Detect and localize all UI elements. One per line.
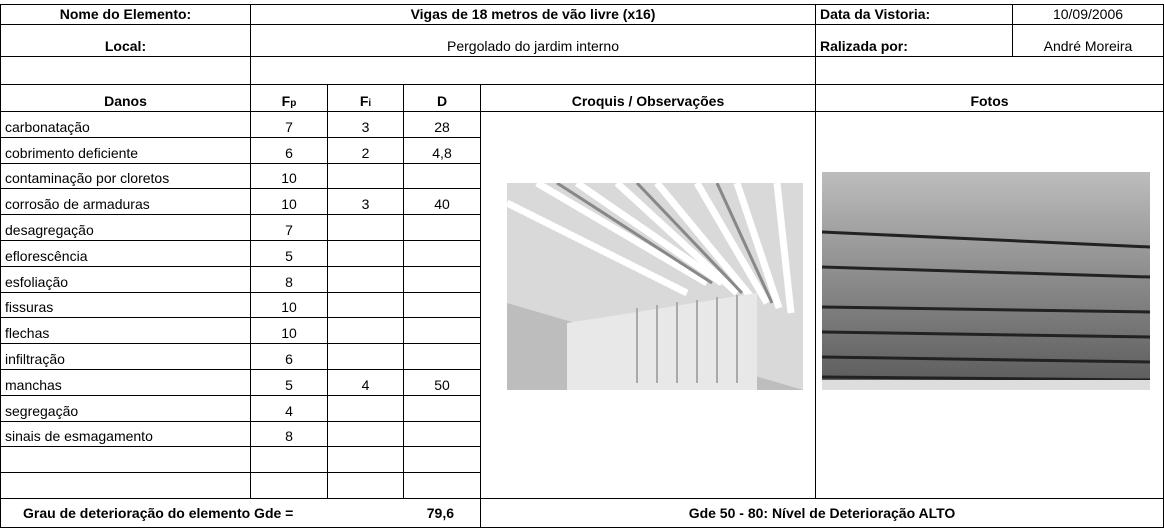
value (250, 446, 328, 473)
value: 4 (250, 395, 328, 422)
value (327, 343, 404, 370)
value (403, 266, 481, 293)
value: 6 (250, 137, 328, 164)
value: 3 (327, 111, 404, 138)
damage-name: esfoliação (0, 266, 251, 293)
value (327, 163, 404, 189)
value (403, 317, 481, 344)
gde-value: 79,6 (426, 505, 454, 521)
value: 10 (250, 292, 328, 318)
label: Nome do Elemento: (0, 4, 251, 25)
value (327, 395, 404, 422)
value: 40 (403, 188, 481, 215)
value (403, 163, 481, 189)
value (403, 395, 481, 422)
value (327, 421, 404, 447)
damage-name (0, 446, 251, 473)
damage-name: cobrimento deficiente (0, 137, 251, 164)
value (327, 446, 404, 473)
damage-name: infiltração (0, 343, 251, 370)
gde-row: Grau de deterioração do elemento Gde = 79… (0, 498, 481, 528)
damage-name: corrosão de armaduras (0, 188, 251, 215)
value: 8 (250, 266, 328, 293)
value: 10 (250, 163, 328, 189)
subscript: i (368, 98, 372, 109)
value (403, 421, 481, 447)
damage-name (0, 472, 251, 499)
value: 6 (250, 343, 328, 370)
damage-name: sinais de esmagamento (0, 421, 251, 447)
level: Gde 50 - 80: Nível de Deterioração ALTO (480, 498, 1164, 528)
damage-name: carbonatação (0, 111, 251, 138)
empty-cell (250, 56, 816, 85)
damage-name: fissuras (0, 292, 251, 318)
value: André Moreira (1012, 24, 1164, 57)
label: Data da Vistoria: (815, 4, 1013, 25)
damage-name: flechas (0, 317, 251, 344)
value (403, 446, 481, 473)
value (250, 472, 328, 499)
value: Vigas de 18 metros de vão livre (x16) (250, 4, 816, 25)
value (327, 317, 404, 344)
value: 4 (327, 369, 404, 396)
value: Pergolado do jardim interno (250, 24, 816, 57)
value (327, 292, 404, 318)
value: 7 (250, 111, 328, 138)
value: 28 (403, 111, 481, 138)
value (403, 240, 481, 267)
column-header: D (403, 84, 481, 112)
value (403, 214, 481, 241)
empty-cell (815, 56, 1164, 85)
empty-cell (0, 56, 251, 85)
value: 10/09/2006 (1012, 4, 1164, 25)
sketch-image (507, 183, 803, 390)
value: 3 (327, 188, 404, 215)
column-header: Croquis / Observações (480, 84, 816, 112)
value: 10 (250, 188, 328, 215)
value: 5 (250, 240, 328, 267)
value (403, 472, 481, 499)
gde-label: Grau de deterioração do elemento Gde = (23, 505, 294, 521)
value (403, 292, 481, 318)
value (327, 266, 404, 293)
damage-name: desagregação (0, 214, 251, 241)
label: Ralizada por: (815, 24, 1013, 57)
value (327, 214, 404, 241)
value: 50 (403, 369, 481, 396)
value: 4,8 (403, 137, 481, 164)
column-header: Danos (0, 84, 251, 112)
subscript: p (290, 98, 297, 109)
damage-name: manchas (0, 369, 251, 396)
value (403, 343, 481, 370)
value: 8 (250, 421, 328, 447)
value: 2 (327, 137, 404, 164)
value (327, 240, 404, 267)
photo-image (822, 172, 1150, 390)
column-header: Fotos (815, 84, 1164, 112)
damage-name: contaminação por cloretos (0, 163, 251, 189)
damage-name: eflorescência (0, 240, 251, 267)
damage-name: segregação (0, 395, 251, 422)
value (327, 472, 404, 499)
value: 7 (250, 214, 328, 241)
value: 10 (250, 317, 328, 344)
value: 5 (250, 369, 328, 396)
label: Local: (0, 24, 251, 57)
